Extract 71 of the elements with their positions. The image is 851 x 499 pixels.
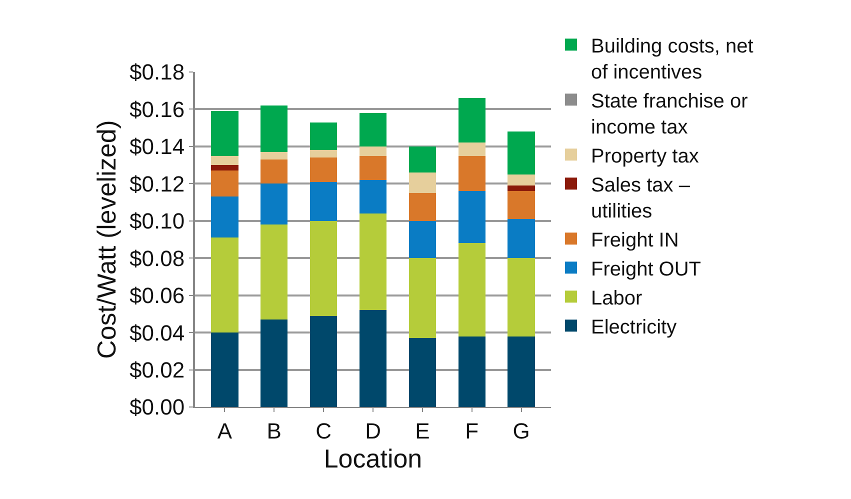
bar	[508, 258, 535, 336]
x-tick-label: G	[512, 418, 530, 444]
y-tick-label: $0.10	[130, 208, 185, 234]
bar	[408, 146, 436, 172]
bar	[211, 332, 238, 407]
x-axis-title: Location	[324, 443, 422, 474]
bar	[260, 152, 288, 160]
y-tick-label: $0.08	[130, 246, 185, 271]
x-tick-label: E	[415, 418, 430, 444]
y-tick-label: $0.04	[130, 320, 185, 346]
bar	[260, 159, 288, 184]
x-tick-label: C	[316, 418, 332, 444]
y-tick-label: $0.12	[130, 171, 185, 196]
legend-label: Freight IN	[591, 229, 679, 252]
bar	[359, 180, 387, 214]
x-tick-label: B	[266, 418, 282, 444]
legend-label: Property tax	[591, 145, 699, 168]
bar	[508, 132, 535, 174]
bar	[260, 106, 288, 152]
bar	[458, 156, 486, 192]
bar	[310, 158, 338, 182]
bar	[211, 111, 238, 156]
bar	[359, 112, 387, 146]
bar	[211, 156, 238, 166]
bar	[458, 142, 486, 156]
bar	[260, 184, 288, 225]
y-tick-label: $0.00	[130, 394, 185, 420]
bar	[408, 192, 436, 221]
bar	[310, 182, 338, 221]
bar	[408, 258, 436, 338]
bar	[211, 170, 238, 197]
bar	[359, 310, 387, 407]
y-axis-title: Cost/Watt (levelized)	[91, 120, 122, 359]
x-tick-label: F	[465, 418, 479, 444]
bar	[359, 146, 387, 156]
bar	[310, 220, 338, 316]
bar	[458, 191, 486, 244]
bar	[458, 336, 486, 407]
bar	[359, 213, 387, 310]
legend-label: Sales tax – utilities	[591, 174, 691, 222]
legend-label: Freight OUT	[591, 258, 702, 280]
bar	[408, 338, 436, 407]
bar	[458, 98, 486, 143]
bar	[260, 224, 288, 320]
y-tick-label: $0.16	[130, 96, 185, 122]
bar	[359, 156, 387, 180]
legend-label: Electricity	[591, 316, 677, 338]
bar	[408, 172, 436, 193]
legend-label: Building costs, net of incentives	[591, 35, 754, 84]
bar	[508, 191, 535, 220]
bar	[211, 196, 238, 238]
bar	[508, 186, 535, 192]
legend-label: Labor	[591, 287, 642, 310]
bar	[310, 122, 338, 150]
bar	[211, 238, 238, 333]
bar	[508, 174, 535, 186]
bar	[310, 150, 338, 158]
bar	[508, 336, 535, 407]
legend-label: State franchise or income tax	[591, 90, 748, 138]
y-tick-label: $0.14	[130, 134, 185, 160]
bar	[508, 219, 535, 258]
bar	[211, 165, 238, 171]
y-tick-label: $0.02	[130, 357, 185, 382]
y-tick-label: $0.18	[130, 60, 185, 85]
x-tick-label: D	[365, 418, 381, 444]
x-tick-label: A	[217, 418, 232, 444]
bar	[458, 243, 486, 336]
bar	[408, 220, 436, 258]
y-tick-label: $0.06	[130, 283, 185, 308]
bar	[310, 316, 338, 407]
bar	[260, 320, 288, 407]
